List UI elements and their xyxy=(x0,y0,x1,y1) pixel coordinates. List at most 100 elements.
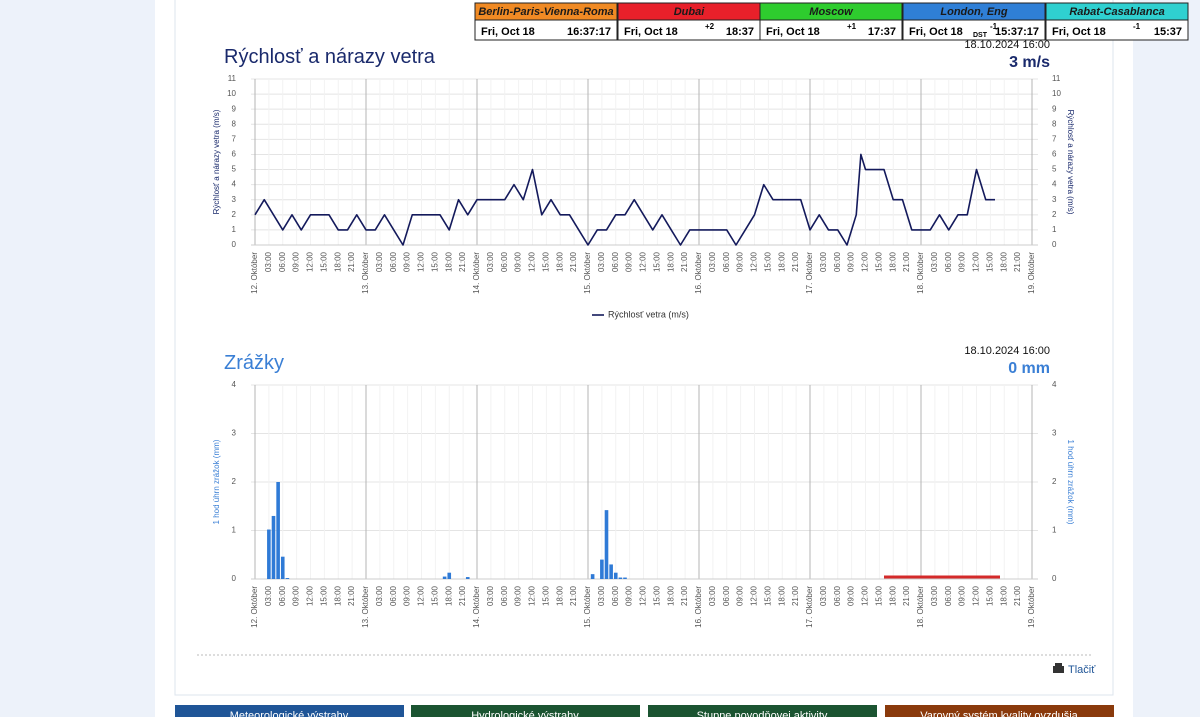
precip-bar xyxy=(442,576,447,579)
x-tick-label: 17. Október xyxy=(805,586,814,628)
precip-bar xyxy=(604,510,609,579)
y-tick-label: 10 xyxy=(227,89,236,98)
chart-title: Rýchlosť a nárazy vetra xyxy=(224,46,436,68)
x-tick-label: 06:00 xyxy=(611,251,620,272)
x-tick-label: 15:00 xyxy=(763,251,772,272)
x-tick-label: 15:00 xyxy=(652,585,661,606)
x-tick-label: 12:00 xyxy=(750,585,759,606)
precip-bar xyxy=(465,577,470,579)
x-tick-label: 12. Október xyxy=(250,252,259,294)
nav-button-label[interactable]: Stupne povodňovej aktivity xyxy=(697,710,828,717)
x-tick-label: 09:00 xyxy=(847,251,856,272)
clock-date: Fri, Oct 18 xyxy=(624,26,678,38)
nav-button[interactable] xyxy=(648,705,877,717)
precip-bar xyxy=(613,572,618,579)
x-tick-label: 12:00 xyxy=(750,251,759,272)
clock-time: 15:37:17 xyxy=(995,26,1039,38)
precip-bar xyxy=(600,559,604,579)
nav-button-label[interactable]: Varovný systém kvality ovzdušia xyxy=(920,710,1078,717)
x-tick-label: 09:00 xyxy=(403,251,412,272)
y-tick-label: 3 xyxy=(232,429,237,438)
y-tick-label: 6 xyxy=(1052,150,1057,159)
nav-button[interactable] xyxy=(175,705,404,717)
y-tick-label: 0 xyxy=(232,240,237,249)
x-tick-label: 03:00 xyxy=(597,585,606,606)
x-tick-label: 03:00 xyxy=(819,585,828,606)
x-tick-label: 21:00 xyxy=(569,585,578,606)
x-tick-label: 03:00 xyxy=(486,585,495,606)
x-tick-label: 06:00 xyxy=(389,251,398,272)
nav-button[interactable] xyxy=(411,705,640,717)
x-tick-label: 15:00 xyxy=(541,251,550,272)
x-tick-label: 12:00 xyxy=(417,585,426,606)
precip-bar xyxy=(276,482,280,579)
x-tick-label: 03:00 xyxy=(375,251,384,272)
y-axis-label: 1 hod úhrn zrážok (mm) xyxy=(1066,440,1075,525)
y-tick-label: 7 xyxy=(1052,134,1057,143)
x-tick-label: 21:00 xyxy=(680,585,689,606)
clock-city: Dubai xyxy=(674,6,706,18)
x-tick-label: 18:00 xyxy=(555,251,564,272)
x-tick-label: 12:00 xyxy=(861,251,870,272)
nav-button-label[interactable]: Hydrologické výstrahy xyxy=(471,710,579,717)
print-icon[interactable] xyxy=(1053,663,1064,673)
x-tick-label: 21:00 xyxy=(680,251,689,272)
clock-city: Rabat-Casablanca xyxy=(1069,6,1164,18)
x-tick-label: 12:00 xyxy=(972,251,981,272)
x-tick-label: 06:00 xyxy=(500,251,509,272)
x-tick-label: 12:00 xyxy=(639,585,648,606)
x-tick-label: 06:00 xyxy=(278,251,287,272)
y-tick-label: 5 xyxy=(232,165,237,174)
clock-city: Moscow xyxy=(809,6,854,18)
x-tick-label: 03:00 xyxy=(930,251,939,272)
x-tick-label: 15:00 xyxy=(319,251,328,272)
precip-bar xyxy=(590,574,595,579)
y-tick-label: 3 xyxy=(1052,429,1057,438)
x-tick-label: 09:00 xyxy=(625,251,634,272)
wind-line xyxy=(254,153,995,246)
x-tick-label: 12:00 xyxy=(306,251,315,272)
x-tick-label: 06:00 xyxy=(944,251,953,272)
y-tick-label: 3 xyxy=(232,195,237,204)
print-link[interactable]: Tlačiť xyxy=(1068,664,1096,676)
y-axis-label: Rýchlosť a nárazy vetra (m/s) xyxy=(212,109,221,214)
x-tick-label: 06:00 xyxy=(389,585,398,606)
y-tick-label: 3 xyxy=(1052,195,1057,204)
y-tick-label: 1 xyxy=(232,225,237,234)
clock-city: Berlin-Paris-Vienna-Roma xyxy=(478,6,613,18)
y-tick-label: 7 xyxy=(232,134,237,143)
precip-bar xyxy=(623,577,627,579)
clock-offset: -1 xyxy=(990,22,998,31)
y-tick-label: 1 xyxy=(232,526,237,535)
clock-offset: +2 xyxy=(705,22,715,31)
x-tick-label: 17. Október xyxy=(805,252,814,294)
y-tick-label: 2 xyxy=(1052,477,1057,486)
x-tick-label: 21:00 xyxy=(458,251,467,272)
x-tick-label: 13. Október xyxy=(361,586,370,628)
x-tick-label: 18:00 xyxy=(777,251,786,272)
nav-button-label[interactable]: Meteorologické výstrahy xyxy=(230,710,349,717)
clock-cell xyxy=(474,19,618,41)
clock-offset: -1 xyxy=(1133,22,1141,31)
clock-city: London, Eng xyxy=(940,6,1007,18)
x-tick-label: 09:00 xyxy=(625,585,634,606)
x-tick-label: 03:00 xyxy=(708,251,717,272)
x-tick-label: 09:00 xyxy=(403,585,412,606)
x-tick-label: 12:00 xyxy=(861,585,870,606)
x-tick-label: 03:00 xyxy=(708,585,717,606)
x-tick-label: 13. Október xyxy=(361,252,370,294)
clock-offset: +1 xyxy=(847,22,857,31)
x-tick-label: 03:00 xyxy=(930,585,939,606)
x-tick-label: 03:00 xyxy=(375,585,384,606)
nav-button[interactable] xyxy=(885,705,1114,717)
x-tick-label: 21:00 xyxy=(791,251,800,272)
x-tick-label: 03:00 xyxy=(264,585,273,606)
y-tick-label: 0 xyxy=(232,574,237,583)
x-tick-label: 03:00 xyxy=(486,251,495,272)
x-tick-label: 18:00 xyxy=(444,251,453,272)
y-tick-label: 11 xyxy=(1052,74,1061,83)
x-tick-label: 21:00 xyxy=(458,585,467,606)
x-tick-label: 18:00 xyxy=(666,251,675,272)
chart-timestamp: 18.10.2024 16:00 xyxy=(964,39,1050,51)
x-tick-label: 18:00 xyxy=(555,585,564,606)
